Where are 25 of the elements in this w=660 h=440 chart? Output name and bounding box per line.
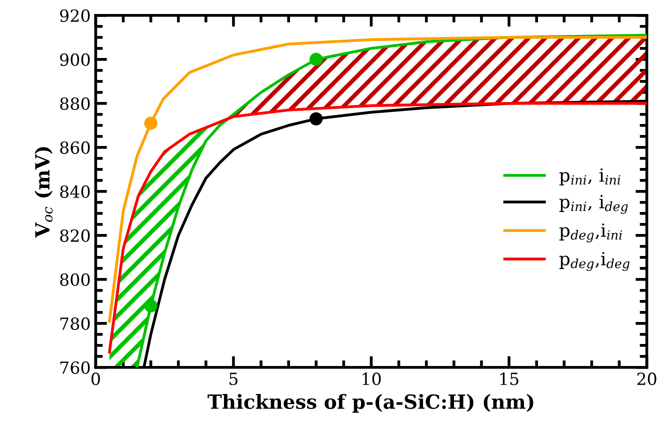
point: [310, 112, 323, 126]
y-tick-label: 760: [60, 361, 90, 374]
x-tick-label: 5: [230, 372, 238, 386]
x-tick-label: 20: [637, 372, 656, 386]
point: [144, 116, 158, 130]
x-tick-label: 0: [91, 372, 100, 386]
x-tick-label: 15: [500, 372, 518, 386]
x-axis-title: Thickness of p-(a-SiC:H) (nm): [208, 394, 534, 413]
y-tick-label: 880: [60, 97, 90, 110]
y-tick-label: 900: [60, 53, 90, 66]
point: [310, 52, 323, 66]
point: [144, 299, 158, 312]
y-tick-label: 800: [60, 273, 90, 286]
legend-label: p$_{ini}$, i$_{ini}$: [559, 168, 620, 186]
y-axis-title: V$_{oc}$ (mV): [34, 147, 53, 238]
legend-label: p$_{deg}$,i$_{ini}$: [559, 223, 622, 242]
y-tick-label: 860: [60, 141, 90, 154]
y-tick-label: 780: [60, 317, 90, 330]
y-tick-label: 920: [60, 9, 90, 22]
y-tick-label: 840: [60, 185, 90, 198]
y-tick-label: 820: [60, 229, 90, 242]
legend-label: p$_{ini}$, i$_{deg}$: [559, 194, 628, 214]
legend-label: p$_{deg}$,i$_{deg}$: [559, 252, 630, 271]
x-tick-label: 10: [362, 372, 381, 386]
line-series: [108, 36, 647, 323]
